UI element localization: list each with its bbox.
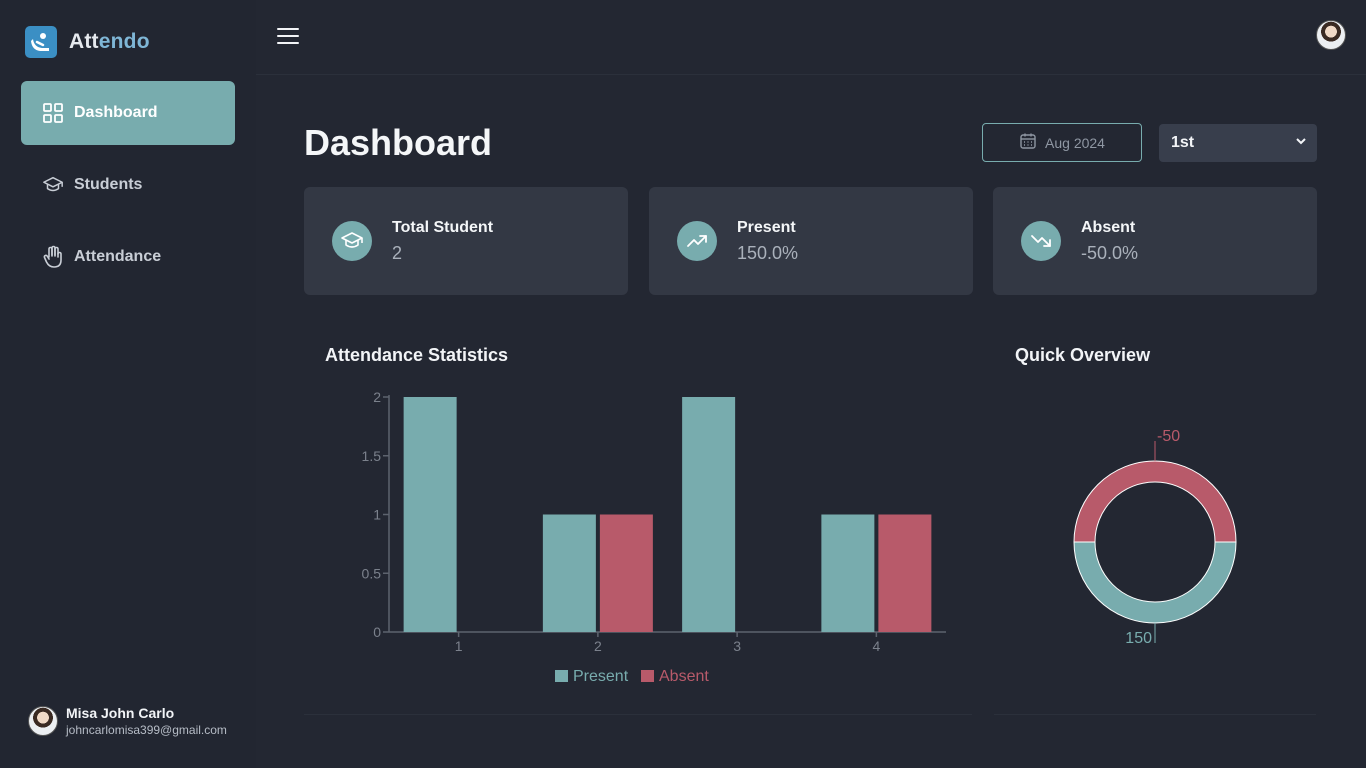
stat-label: Total Student: [392, 219, 494, 236]
stat-label: Absent: [1081, 219, 1136, 236]
donut-label-absent: -50: [1157, 428, 1180, 445]
graduation-cap-icon: [42, 174, 64, 196]
y-tick-label: 0.5: [362, 565, 382, 581]
legend-label-absent: Absent: [659, 668, 709, 685]
stat-card-present: Present 150.0%: [649, 187, 973, 295]
user-name: Misa John Carlo: [66, 705, 175, 721]
grid-icon: [42, 102, 64, 124]
x-tick-label: 2: [594, 638, 602, 654]
legend-swatch-absent: [641, 670, 654, 682]
period-select-value: 1st: [1171, 134, 1195, 151]
brand-logo-icon: [25, 26, 57, 58]
y-tick-label: 1: [373, 507, 381, 523]
sidebar-item-dashboard[interactable]: Dashboard: [21, 81, 235, 145]
brand-name: Attendo: [69, 30, 150, 54]
donut-slice-present: [1073, 541, 1237, 624]
legend-swatch-present: [555, 670, 568, 682]
panel-title: Quick Overview: [1015, 345, 1151, 365]
bar-present: [682, 397, 736, 632]
stat-value: 150.0%: [737, 243, 799, 263]
donut-slice-absent: [1073, 460, 1237, 543]
sidebar-item-attendance[interactable]: Attendance: [21, 225, 235, 289]
y-tick-label: 2: [373, 389, 381, 405]
sidebar-item-label: Attendance: [74, 248, 162, 265]
y-tick-label: 1.5: [362, 448, 382, 464]
brand[interactable]: Attendo: [25, 26, 150, 58]
avatar: [28, 706, 58, 736]
user-email: johncarlomisa399@gmail.com: [66, 723, 227, 737]
attendance-bar-chart: 0 0.5 1 1.5 2 1 2 3 4 Present Absent: [362, 389, 946, 685]
period-select[interactable]: 1st: [1159, 124, 1317, 162]
stat-value: 2: [392, 243, 403, 263]
x-tick-label: 3: [733, 638, 741, 654]
sidebar-item-label: Students: [74, 176, 143, 193]
hand-icon: [42, 245, 64, 268]
user-info: Misa John Carlo johncarlomisa399@gmail.c…: [66, 705, 227, 737]
trending-up-icon: [677, 221, 717, 261]
hamburger-menu-icon[interactable]: [277, 28, 299, 46]
donut-label-present: 150: [1125, 630, 1152, 647]
attendance-statistics-panel: Attendance Statistics 0 0.5 1 1.5 2 1 2 3 4 Prese…: [304, 332, 972, 715]
bar-present: [542, 514, 596, 632]
calendar-icon: [1019, 132, 1037, 153]
trending-down-icon: [1021, 221, 1061, 261]
overview-donut-chart: -50 150: [1073, 428, 1237, 647]
stat-card-total-student: Total Student 2: [304, 187, 628, 295]
date-filter-label: Aug 2024: [1045, 134, 1105, 151]
bar-present: [821, 514, 875, 632]
page-title: Dashboard: [304, 122, 493, 163]
x-tick-label: 4: [872, 638, 880, 654]
chevron-down-icon: [1295, 134, 1307, 152]
panel-title: Attendance Statistics: [325, 345, 509, 365]
topbar: [256, 0, 1366, 75]
user-profile[interactable]: Misa John Carlo johncarlomisa399@gmail.c…: [28, 705, 227, 737]
legend-label-present: Present: [573, 668, 629, 685]
y-tick-label: 0: [373, 624, 381, 640]
stat-label: Present: [737, 219, 796, 236]
stat-value: -50.0%: [1081, 243, 1139, 263]
sidebar-item-students[interactable]: Students: [21, 153, 235, 217]
brand-name-prefix: Att: [69, 30, 99, 53]
bar-absent: [599, 514, 653, 632]
bar-absent: [878, 514, 932, 632]
sidebar-item-label: Dashboard: [74, 104, 158, 121]
stat-card-absent: Absent -50.0%: [993, 187, 1317, 295]
x-tick-label: 1: [455, 638, 463, 654]
bar-present: [403, 397, 457, 632]
graduation-cap-icon: [332, 221, 372, 261]
avatar[interactable]: [1316, 20, 1346, 50]
brand-name-highlight: endo: [98, 30, 150, 53]
date-filter-button[interactable]: Aug 2024: [982, 123, 1142, 162]
quick-overview-panel: Quick Overview -50 150: [994, 332, 1316, 715]
sidebar: Attendo Dashboard Students: [0, 0, 256, 768]
